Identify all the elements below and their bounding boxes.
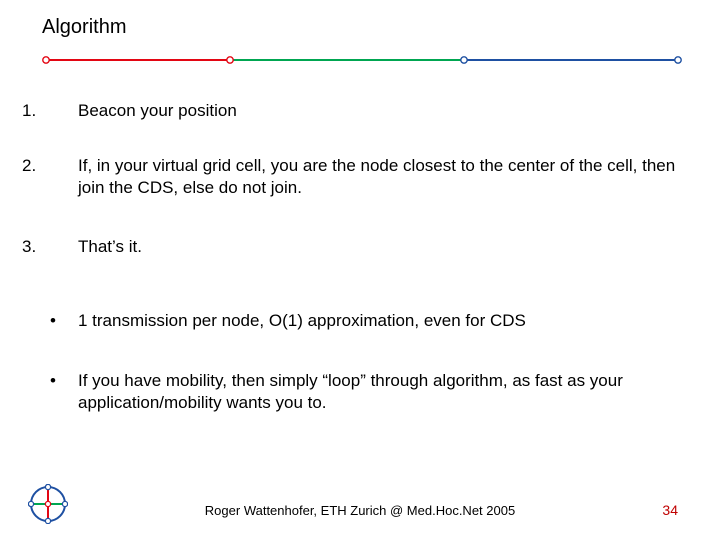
page-title: Algorithm bbox=[42, 16, 126, 39]
step-1-text: Beacon your position bbox=[78, 101, 237, 120]
step-1-number: 1. bbox=[50, 100, 78, 122]
bullet-1-text: 1 transmission per node, O(1) approximat… bbox=[78, 310, 676, 332]
bullet-1-mark: • bbox=[50, 310, 78, 332]
bullet-2-mark: • bbox=[50, 370, 78, 392]
divider-graphic bbox=[42, 56, 682, 64]
step-3: 3.That’s it. bbox=[50, 236, 680, 258]
step-2: 2.If, in your virtual grid cell, you are… bbox=[50, 155, 680, 199]
step-2-number: 2. bbox=[50, 155, 78, 177]
slide: Algorithm 1.Beacon your position 2.If, i… bbox=[0, 0, 720, 540]
bullet-2: •If you have mobility, then simply “loop… bbox=[50, 370, 680, 414]
step-1: 1.Beacon your position bbox=[50, 100, 680, 122]
footer-page-number: 34 bbox=[662, 502, 678, 518]
bullet-1: •1 transmission per node, O(1) approxima… bbox=[50, 310, 680, 332]
step-3-number: 3. bbox=[50, 236, 78, 258]
step-3-text: That’s it. bbox=[78, 237, 142, 256]
bullet-2-text: If you have mobility, then simply “loop”… bbox=[78, 370, 676, 414]
footer-author: Roger Wattenhofer, ETH Zurich @ Med.Hoc.… bbox=[0, 503, 720, 518]
step-2-text: If, in your virtual grid cell, you are t… bbox=[78, 156, 675, 197]
